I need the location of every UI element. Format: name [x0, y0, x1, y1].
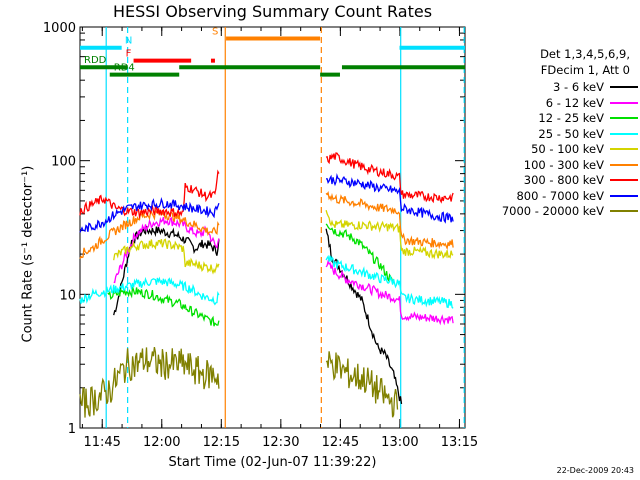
- legend-swatch: [610, 148, 638, 150]
- chart-title: HESSI Observing Summary Count Rates: [112, 2, 433, 21]
- legend-entry: 7000 - 20000 keV: [470, 203, 638, 219]
- series-line-5: [79, 208, 220, 259]
- series-line-8: [79, 346, 220, 418]
- series-line-8: [325, 351, 399, 418]
- flag-label-n: N: [125, 36, 132, 47]
- x-tick-label: 13:00: [381, 435, 418, 450]
- legend-entry-label: 300 - 800 keV: [523, 173, 604, 187]
- series-line-6: [79, 169, 220, 220]
- legend-entry: 300 - 800 keV: [470, 172, 638, 188]
- series-line-0: [113, 225, 220, 316]
- flag-label-s: S: [212, 27, 218, 38]
- series-line-7: [326, 173, 454, 224]
- legend-entry: 3 - 6 keV: [470, 79, 638, 95]
- legend-swatch: [610, 210, 638, 212]
- series-line-7: [79, 196, 220, 233]
- flag-label-rd4: RD4: [114, 63, 135, 74]
- y-tick-label: 100: [51, 155, 76, 170]
- legend-swatch: [610, 86, 638, 88]
- x-tick-label: 12:45: [322, 435, 359, 450]
- series-line-2: [325, 223, 395, 284]
- legend-entry: 100 - 300 keV: [470, 157, 638, 173]
- legend-swatch: [610, 132, 638, 135]
- legend-entry-label: 25 - 50 keV: [538, 126, 604, 141]
- series-line-5: [325, 191, 454, 251]
- series-line-1: [325, 259, 454, 326]
- y-tick-label: 1000: [43, 21, 76, 36]
- x-tick-label: 12:00: [143, 435, 180, 450]
- series-line-4: [113, 238, 220, 275]
- y-axis-label: Count Rate (s⁻¹ detector⁻¹): [20, 165, 36, 343]
- legend-entry-label: 7000 - 20000 keV: [501, 204, 604, 218]
- legend-header-line-2: FDecim 1, Att 0: [540, 63, 630, 77]
- series-line-3: [79, 276, 220, 306]
- x-tick-label: 13:15: [441, 435, 478, 450]
- y-tick-label: 10: [59, 288, 76, 303]
- series-line-1: [113, 216, 220, 284]
- legend-entry: 50 - 100 keV: [470, 141, 638, 157]
- generation-timestamp: 22-Dec-2009 20:43: [556, 466, 634, 475]
- x-axis-label: Start Time (02-Jun-07 11:39:22): [168, 455, 377, 470]
- x-tick-label: 11:45: [83, 435, 120, 450]
- legend-header-line-1: Det 1,3,4,5,6,9,: [540, 47, 630, 61]
- legend-swatch: [610, 163, 638, 166]
- flag-label-rdd: RDD: [84, 55, 107, 66]
- legend-entry-label: 12 - 25 keV: [538, 111, 604, 125]
- legend-entry-label: 800 - 7000 keV: [516, 188, 604, 203]
- legend-entry: 25 - 50 keV: [470, 126, 638, 142]
- series-line-2: [107, 286, 220, 327]
- series-line-0: [325, 228, 403, 404]
- legend-entry-label: 6 - 12 keV: [545, 95, 604, 110]
- y-tick-label: 1: [68, 422, 76, 437]
- plot-frame: [79, 26, 466, 429]
- legend-entry-label: 3 - 6 keV: [553, 80, 604, 94]
- x-tick-label: 12:30: [262, 435, 299, 450]
- legend-swatch: [610, 194, 638, 197]
- legend-entry: 12 - 25 keV: [470, 110, 638, 126]
- legend-swatch: [610, 101, 638, 104]
- series-line-6: [325, 152, 454, 204]
- legend-swatch: [610, 179, 638, 181]
- series-line-3: [325, 254, 454, 309]
- legend-entry-label: 50 - 100 keV: [531, 142, 604, 156]
- legend-entry: 6 - 12 keV: [470, 95, 638, 111]
- series-line-4: [325, 210, 454, 260]
- legend-entry: 800 - 7000 keV: [470, 188, 638, 204]
- x-tick-label: 12:15: [203, 435, 240, 450]
- flag-label-f: F: [126, 49, 132, 60]
- legend-swatch: [610, 117, 638, 119]
- legend-entry-label: 100 - 300 keV: [523, 157, 604, 172]
